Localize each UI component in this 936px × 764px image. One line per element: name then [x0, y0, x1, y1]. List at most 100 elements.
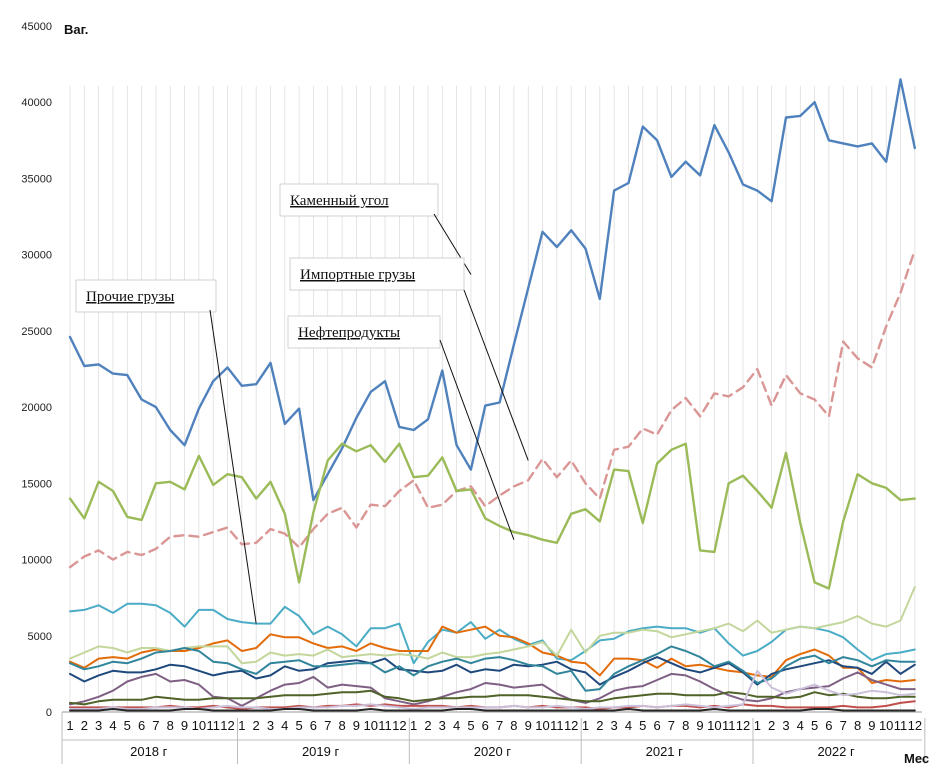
y-tick-label: 15000	[21, 478, 52, 490]
series-line-6	[69, 656, 916, 686]
x-tick-label: 8	[854, 718, 861, 733]
x-axis-label: Мес	[904, 751, 929, 764]
y-tick-label: 45000	[21, 21, 52, 33]
x-tick-label: 10	[363, 718, 377, 733]
x-tick-label: 6	[825, 718, 832, 733]
annotation-1: Импортные грузы	[289, 257, 529, 461]
x-tick-label: 1	[238, 718, 245, 733]
x-tick-label: 9	[181, 718, 188, 733]
x-tick-label: 9	[525, 718, 532, 733]
x-tick-label: 2	[424, 718, 431, 733]
year-label: 2021 г	[646, 744, 684, 759]
x-tick-label: 6	[482, 718, 489, 733]
annotation-3: Прочие грузы	[75, 279, 257, 624]
x-tick-label: 11	[378, 718, 392, 733]
series-lines	[68, 78, 916, 712]
x-tick-label: 5	[639, 718, 646, 733]
x-tick-label: 5	[295, 718, 302, 733]
x-tick-label: 8	[510, 718, 517, 733]
x-tick-label: 6	[138, 718, 145, 733]
x-tick-label: 7	[324, 718, 331, 733]
series-line-2	[68, 442, 916, 590]
year-label: 2019 г	[302, 744, 340, 759]
year-label: 2020 г	[474, 744, 512, 759]
x-tick-label: 9	[868, 718, 875, 733]
x-tick-label: 8	[338, 718, 345, 733]
x-tick-label: 10	[879, 718, 893, 733]
x-tick-label: 3	[439, 718, 446, 733]
x-tick-label: 2	[768, 718, 775, 733]
x-tick-label: 9	[696, 718, 703, 733]
series-line-3	[69, 602, 916, 665]
annotation-leader	[209, 309, 257, 624]
y-tick-label: 20000	[21, 402, 52, 414]
annotation-box	[289, 257, 465, 291]
x-tick-label: 12	[220, 718, 234, 733]
x-tick-label: 12	[392, 718, 406, 733]
x-tick-label: 7	[840, 718, 847, 733]
y-axis-label: Ваг.	[64, 22, 88, 37]
series-line-12	[69, 708, 916, 712]
x-tick-label: 12	[564, 718, 578, 733]
x-tick-label: 7	[152, 718, 159, 733]
x-tick-label: 4	[625, 718, 632, 733]
series-line-1	[68, 248, 916, 569]
x-tick-label: 11	[550, 718, 564, 733]
x-tick-label: 1	[754, 718, 761, 733]
y-tick-label: 10000	[21, 555, 52, 567]
x-tick-label: 4	[109, 718, 116, 733]
x-tick-label: 2	[596, 718, 603, 733]
x-tick-label: 7	[496, 718, 503, 733]
x-tick-label: 11	[722, 718, 736, 733]
x-tick-label: 3	[611, 718, 618, 733]
y-tick-label: 0	[46, 707, 52, 719]
annotations: Каменный угол Импортные грузы Нефтепродукт…	[75, 183, 529, 624]
x-tick-label: 10	[535, 718, 549, 733]
annotation-label: Импортные грузы	[300, 267, 415, 283]
series-line-0	[68, 78, 916, 502]
x-axis-labels: 1 2 3 4 5 6 7 8 9 10 11 12 1 2 3 4 5 6 7 8 9 10 11 12 1 2 3 4 5 6 7 8 9 1…	[66, 718, 926, 764]
y-tick-label: 40000	[21, 97, 52, 109]
y-tick-label: 30000	[21, 250, 52, 262]
plot-area-background	[62, 26, 922, 712]
x-tick-label: 9	[353, 718, 360, 733]
x-tick-label: 3	[95, 718, 102, 733]
series-line-9	[69, 689, 916, 706]
series-line-5	[69, 586, 916, 665]
x-tick-label: 12	[736, 718, 750, 733]
x-tick-label: 2	[253, 718, 260, 733]
series-line-11	[69, 669, 916, 710]
x-tick-label: 5	[467, 718, 474, 733]
year-label: 2018 г	[130, 744, 168, 759]
x-tick-label: 5	[811, 718, 818, 733]
x-tick-label: 11	[894, 718, 908, 733]
annotation-0: Каменный угол	[279, 183, 472, 275]
series-line-7	[69, 645, 916, 692]
x-tick-label: 5	[124, 718, 131, 733]
y-tick-label: 25000	[21, 326, 52, 338]
annotation-label: Нефтепродукты	[298, 325, 400, 341]
x-tick-label: 3	[267, 718, 274, 733]
axes: 0 5000 10000 15000 20000 25000 30000 35000 40000…	[21, 21, 922, 764]
x-tick-label: 8	[682, 718, 689, 733]
y-tick-label: 5000	[28, 631, 52, 643]
x-tick-label: 4	[453, 718, 460, 733]
x-tick-label: 10	[192, 718, 206, 733]
annotation-box	[287, 315, 441, 349]
x-tick-label: 4	[281, 718, 288, 733]
x-tick-label: 3	[782, 718, 789, 733]
x-tick-label: 2	[81, 718, 88, 733]
x-tick-label: 7	[668, 718, 675, 733]
annotation-label: Прочие грузы	[86, 289, 174, 305]
annotation-leader	[439, 339, 515, 540]
x-tick-label: 1	[582, 718, 589, 733]
x-tick-label: 4	[797, 718, 804, 733]
x-tick-label: 11	[206, 718, 220, 733]
annotation-label: Каменный угол	[290, 193, 389, 209]
annotation-leader	[433, 213, 472, 275]
y-tick-label: 35000	[21, 173, 52, 185]
x-tick-label: 10	[707, 718, 721, 733]
annotation-2: Нефтепродукты	[287, 315, 515, 540]
